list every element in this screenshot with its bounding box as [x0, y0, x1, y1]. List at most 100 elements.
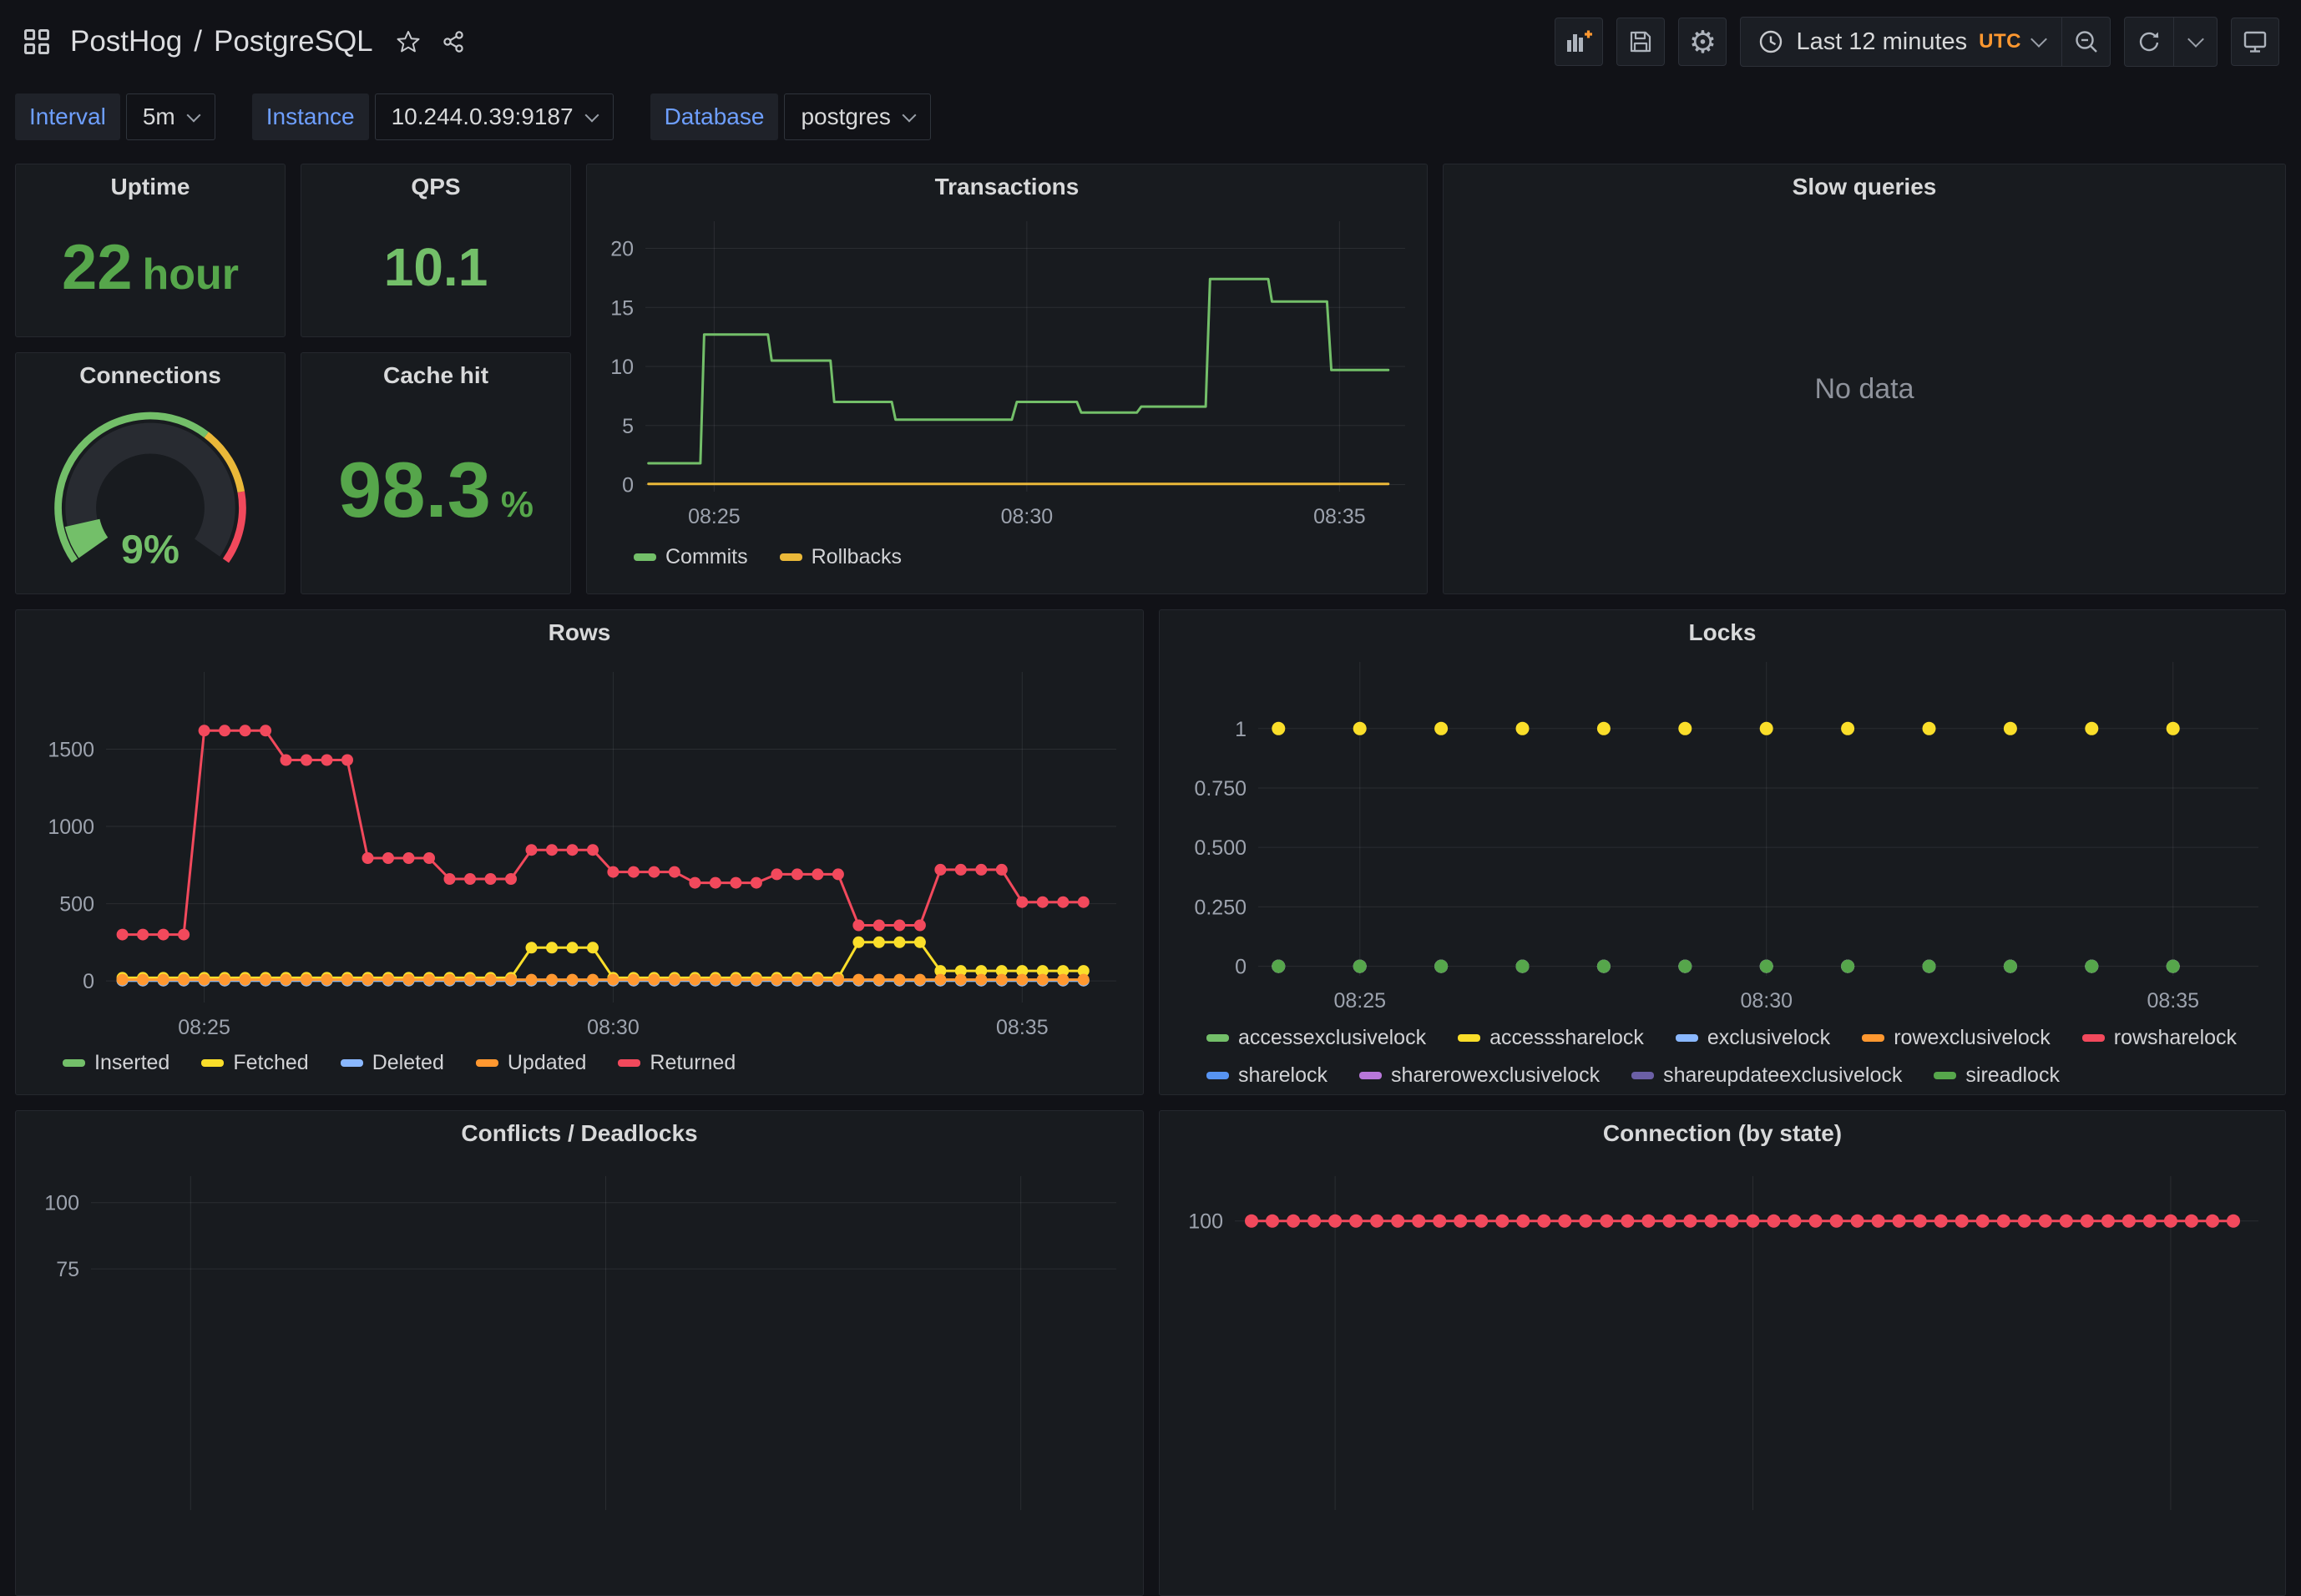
variable-instance-value: 10.244.0.39:9187: [391, 104, 574, 129]
panel-title[interactable]: Connections: [79, 362, 221, 388]
panel-transactions: Transactions 08:25 08:30 08:35 0 5 10 15 20 Com…: [586, 164, 1428, 594]
legend-label: Returned: [650, 1051, 736, 1074]
legend-label: sharelock: [1238, 1063, 1328, 1087]
kiosk-mode-button[interactable]: [2231, 18, 2279, 66]
svg-text:08:35: 08:35: [1313, 505, 1366, 528]
panel-title[interactable]: Cache hit: [382, 362, 489, 388]
legend-label: sireadlock: [1965, 1063, 2060, 1087]
star-icon[interactable]: [395, 28, 422, 55]
refresh-button[interactable]: [2125, 18, 2173, 66]
legend-label: shareupdateexclusivelock: [1663, 1063, 1903, 1087]
legend-swatch: [63, 1059, 85, 1067]
legend-swatch: [1206, 1034, 1229, 1042]
legend-item-updated[interactable]: Updated: [475, 1051, 586, 1075]
panel-title[interactable]: Locks: [1688, 619, 1757, 645]
gauge-value: 9%: [121, 527, 180, 572]
bar-chart-plus-icon: [1563, 28, 1595, 56]
transactions-chart[interactable]: 08:25 08:30 08:35 0 5 10 15 20: [600, 210, 1415, 542]
clock-icon: [1757, 28, 1784, 55]
panel-title[interactable]: Rows: [548, 619, 611, 645]
add-panel-button[interactable]: [1555, 18, 1604, 66]
legend-item-fetched[interactable]: Fetched: [201, 1051, 309, 1075]
legend-swatch: [2081, 1034, 2105, 1042]
legend-item-accesssharelock[interactable]: accesssharelock: [1458, 1026, 1644, 1050]
svg-text:20: 20: [610, 238, 634, 261]
legend-item-inserted[interactable]: Inserted: [63, 1051, 169, 1075]
panel-title[interactable]: Slow queries: [1792, 174, 1937, 200]
svg-text:0: 0: [83, 970, 94, 993]
legend-swatch: [1934, 1072, 1957, 1079]
variable-database-select[interactable]: postgres: [784, 93, 931, 140]
panel-title[interactable]: QPS: [411, 174, 461, 200]
time-range-picker[interactable]: Last 12 minutes UTC: [1741, 18, 2061, 66]
panel-slow-queries: Slow queries No data: [1443, 164, 2286, 594]
timezone-label: UTC: [1979, 30, 2021, 53]
panel-title[interactable]: Transactions: [934, 174, 1080, 200]
legend-item-rollbacks[interactable]: Rollbacks: [779, 545, 902, 569]
zoom-out-button[interactable]: [2061, 18, 2110, 66]
legend-item-exclusivelock[interactable]: exclusivelock: [1675, 1026, 1830, 1050]
legend-swatch: [618, 1059, 641, 1067]
qps-stat-value: 10.1: [383, 237, 488, 297]
svg-text:0: 0: [622, 474, 634, 497]
save-dashboard-button[interactable]: [1616, 18, 1666, 66]
breadcrumb-folder[interactable]: PostHog: [70, 25, 183, 58]
legend-item-rowsharelock[interactable]: rowsharelock: [2081, 1026, 2237, 1050]
dashboards-grid-icon[interactable]: [22, 27, 52, 57]
svg-text:08:35: 08:35: [996, 1016, 1049, 1039]
legend-item-rowexclusivelock[interactable]: rowexclusivelock: [1862, 1026, 2051, 1050]
locks-chart[interactable]: 08:25 08:30 08:35 0 0.250 0.500 0.750 1: [1173, 655, 2273, 1023]
panel-uptime: Uptime 22 hour: [15, 164, 286, 337]
legend-swatch: [201, 1059, 225, 1067]
svg-text:08:30: 08:30: [1001, 505, 1054, 528]
variable-interval: Interval 5m: [15, 93, 215, 140]
legend-item-deleted[interactable]: Deleted: [340, 1051, 444, 1075]
legend-item-shareupdateexclusivelock[interactable]: shareupdateexclusivelock: [1631, 1063, 1902, 1088]
svg-text:100: 100: [44, 1192, 79, 1215]
gear-icon: ⚙: [1688, 24, 1717, 59]
svg-text:1: 1: [1235, 718, 1247, 741]
legend-item-returned[interactable]: Returned: [618, 1051, 736, 1075]
svg-text:5: 5: [622, 415, 634, 438]
variable-interval-select[interactable]: 5m: [125, 93, 215, 140]
svg-text:15: 15: [610, 296, 634, 320]
panel-rows: Rows 08:25 08:30 08:35 0 500 1000 1500 Inserte…: [15, 609, 1144, 1095]
chevron-down-icon: [2030, 30, 2047, 48]
legend-label: Commits: [665, 545, 748, 568]
svg-text:08:25: 08:25: [1333, 989, 1386, 1013]
svg-text:1500: 1500: [48, 739, 94, 762]
dashboard-settings-button[interactable]: ⚙: [1678, 18, 1727, 66]
conflicts-chart[interactable]: 100 75: [29, 1156, 1131, 1515]
panel-title[interactable]: Uptime: [110, 174, 190, 200]
chevron-down-icon: [902, 108, 917, 122]
legend-item-accessexclusivelock[interactable]: accessexclusivelock: [1206, 1026, 1426, 1050]
legend-swatch: [1458, 1034, 1481, 1042]
legend-label: Deleted: [372, 1051, 444, 1074]
time-controls-group: Last 12 minutes UTC: [1740, 17, 2111, 67]
share-icon[interactable]: [440, 28, 467, 55]
refresh-icon: [2136, 28, 2162, 55]
variable-database: Database postgres: [650, 93, 931, 140]
variable-database-value: postgres: [801, 104, 891, 129]
legend-label: rowexclusivelock: [1894, 1026, 2051, 1049]
svg-text:0.500: 0.500: [1194, 836, 1247, 860]
legend-item-sharerowexclusivelock[interactable]: sharerowexclusivelock: [1359, 1063, 1600, 1088]
variable-instance-select[interactable]: 10.244.0.39:9187: [374, 93, 614, 140]
refresh-interval-dropdown[interactable]: [2173, 18, 2217, 66]
uptime-stat-value: 22 hour: [62, 231, 239, 304]
panel-title[interactable]: Connection (by state): [1602, 1120, 1843, 1146]
legend-item-sharelock[interactable]: sharelock: [1206, 1063, 1328, 1088]
legend-item-sireadlock[interactable]: sireadlock: [1934, 1063, 2060, 1088]
svg-text:08:25: 08:25: [178, 1016, 230, 1039]
rows-chart[interactable]: 08:25 08:30 08:35 0 500 1000 1500: [29, 655, 1131, 1048]
legend-swatch: [634, 553, 656, 561]
legend-item-commits[interactable]: Commits: [634, 545, 748, 569]
chevron-down-icon: [584, 108, 599, 122]
panel-title[interactable]: Conflicts / Deadlocks: [461, 1120, 698, 1146]
breadcrumb-dashboard[interactable]: PostgreSQL: [213, 25, 373, 58]
legend-label: Inserted: [94, 1051, 170, 1074]
legend-label: accessexclusivelock: [1238, 1026, 1427, 1049]
cache-hit-unit: %: [500, 484, 534, 525]
nav-toolbar: PostHog / PostgreSQL: [0, 0, 2301, 83]
connection-by-state-chart[interactable]: 100: [1173, 1156, 2273, 1515]
